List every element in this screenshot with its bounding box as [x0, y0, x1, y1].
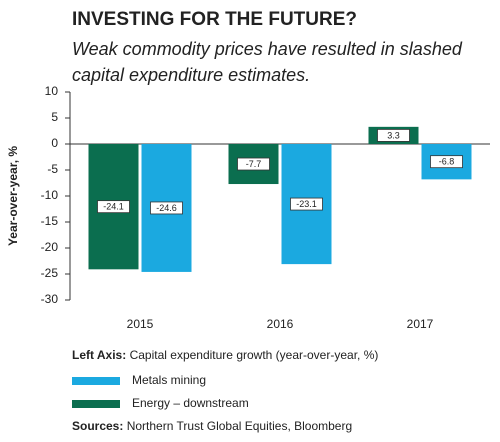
value-label-box: [97, 200, 130, 214]
y-tick-label: -25: [41, 266, 59, 280]
sources: Sources: Northern Trust Global Equities,…: [72, 419, 352, 433]
value-label-box: [290, 197, 323, 211]
y-tick-label: 5: [51, 110, 58, 124]
chart-subtitle: capital expenditure estimates.: [72, 65, 310, 85]
value-label: -6.8: [439, 157, 455, 167]
value-label-box: [237, 157, 270, 171]
legend-label: Metals mining: [132, 373, 206, 387]
sources-text: Northern Trust Global Equities, Bloomber…: [127, 419, 352, 433]
value-label: -7.7: [246, 159, 262, 169]
axis-note-label: Left Axis:: [72, 348, 126, 362]
chart-title: INVESTING FOR THE FUTURE?: [72, 9, 357, 30]
axis-note: Left Axis: Capital expenditure growth (y…: [72, 348, 378, 362]
value-label: -23.1: [296, 199, 317, 209]
value-label: -24.1: [103, 202, 124, 212]
y-tick-label: 10: [45, 84, 59, 98]
legend-label: Energy – downstream: [132, 396, 249, 410]
y-tick-label: -15: [41, 214, 59, 228]
value-label-box: [150, 201, 183, 215]
legend-swatch: [72, 400, 120, 408]
sources-label: Sources:: [72, 419, 123, 433]
y-tick-label: -30: [41, 292, 59, 306]
y-axis-label: Year-over-year, %: [6, 146, 20, 246]
value-label: 3.3: [387, 130, 400, 140]
axis-note-text: Capital expenditure growth (year-over-ye…: [130, 348, 379, 362]
x-tick-label: 2017: [407, 317, 434, 331]
legend-swatch: [72, 377, 120, 385]
value-label-box: [430, 155, 463, 169]
y-tick-label: 0: [51, 136, 58, 150]
value-label-box: [377, 129, 410, 142]
y-tick-label: -20: [41, 240, 59, 254]
value-label: -24.6: [156, 203, 177, 213]
y-tick-label: -10: [41, 188, 59, 202]
chart-subtitle: Weak commodity prices have resulted in s…: [72, 39, 463, 59]
y-tick-label: -5: [47, 162, 58, 176]
x-tick-label: 2015: [127, 317, 154, 331]
x-tick-label: 2016: [267, 317, 294, 331]
